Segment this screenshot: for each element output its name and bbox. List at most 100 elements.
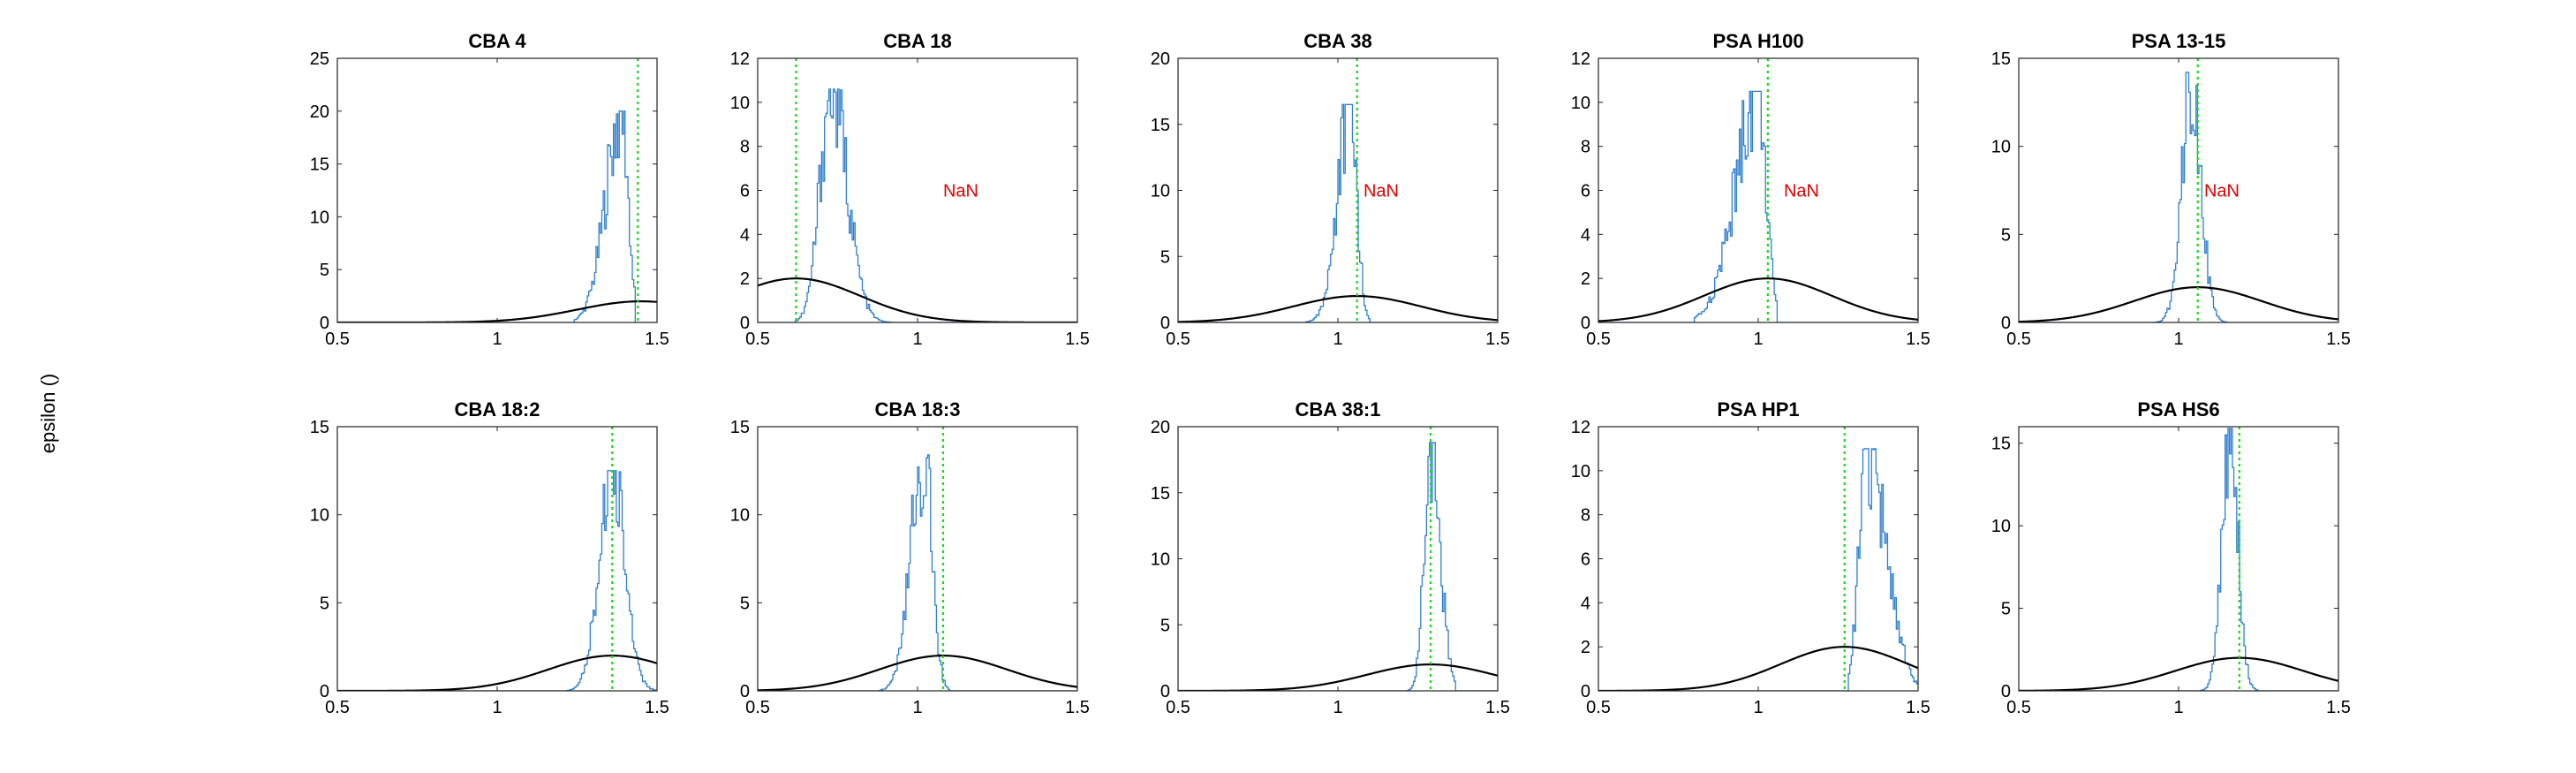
y-tick-label: 0 (740, 314, 750, 333)
x-tick-label: 1.5 (1485, 698, 1510, 717)
y-tick-label: 6 (1581, 550, 1590, 570)
x-tick-label: 0.5 (325, 698, 350, 717)
posterior-histogram (1598, 448, 1918, 691)
y-tick-label: 2 (1581, 269, 1590, 289)
plot-area (758, 58, 1077, 322)
y-tick-label: 10 (1151, 182, 1170, 201)
x-tick-label: 1 (2173, 698, 2183, 717)
x-tick-label: 1 (912, 698, 922, 717)
posterior-histogram (758, 88, 1077, 322)
y-tick-label: 0 (2001, 682, 2011, 701)
subplot-title: PSA 13-15 (2132, 30, 2226, 52)
subplot-title: PSA HP1 (1717, 398, 1799, 421)
prior-curve (758, 655, 1077, 691)
subplot-2: CBA 18 0.5 1 1.5 0 2 4 6 8 10 12 NaN (730, 30, 1090, 349)
x-tick-label: 1 (1753, 330, 1763, 349)
x-tick-label: 1 (2173, 330, 2183, 349)
axes-box (336, 426, 658, 692)
y-tick-label: 4 (740, 225, 750, 245)
y-tick-label: 5 (1160, 616, 1170, 635)
y-tick-label: 5 (2001, 225, 2011, 245)
y-tick-label: 2 (1581, 638, 1590, 657)
subplot-6: CBA 18:2 0.5 1 1.5 0 5 10 15 (310, 398, 669, 717)
x-tick-label: 1 (492, 698, 502, 717)
prior-curve (1178, 294, 1498, 322)
prior-curve (337, 655, 657, 691)
y-tick-label: 10 (1991, 517, 2011, 536)
y-tick-label: 12 (1571, 418, 1590, 437)
x-tick-label: 1.5 (1906, 698, 1930, 717)
axes-box (757, 57, 1078, 323)
y-tick-label: 8 (1581, 506, 1590, 526)
axes-box (1177, 426, 1499, 692)
y-tick-label: 5 (2001, 600, 2011, 619)
posterior-histogram (2019, 72, 2338, 322)
x-tick-label: 1 (1753, 698, 1763, 717)
x-tick-label: 0.5 (1166, 698, 1190, 717)
y-tick-label: 20 (310, 102, 329, 122)
y-tick-label: 0 (2001, 314, 2011, 333)
y-tick-label: 20 (1151, 49, 1170, 69)
subplot-title: CBA 18 (883, 30, 951, 52)
y-tick-label: 25 (310, 49, 329, 69)
plot-area (1598, 427, 1918, 691)
y-tick-label: 6 (1581, 182, 1590, 201)
nan-annotation: NaN (2204, 182, 2240, 201)
y-tick-label: 0 (320, 682, 329, 701)
plot-area (337, 427, 657, 691)
subplot-4: PSA H100 0.5 1 1.5 0 2 4 6 8 10 12 NaN (1571, 30, 1930, 349)
y-tick-label: 5 (740, 594, 750, 613)
y-tick-label: 15 (1991, 435, 2011, 454)
plot-area (2019, 427, 2338, 691)
y-tick-label: 4 (1581, 225, 1590, 245)
plot-area (337, 58, 657, 322)
y-tick-label: 10 (310, 506, 329, 526)
subplot-title: CBA 4 (468, 30, 526, 52)
y-tick-label: 20 (1151, 418, 1170, 437)
y-tick-label: 10 (730, 506, 750, 526)
posterior-histogram (1598, 90, 1918, 322)
x-tick-label: 1.5 (1065, 330, 1090, 349)
axes-box (2018, 426, 2339, 692)
posterior-histogram (758, 454, 1077, 691)
y-tick-label: 0 (740, 682, 750, 701)
x-tick-label: 0.5 (2006, 698, 2031, 717)
prior-curve (2019, 656, 2338, 691)
x-tick-label: 0.5 (1586, 698, 1611, 717)
x-tick-label: 0.5 (1166, 330, 1190, 349)
subplot-title: CBA 18:2 (455, 398, 540, 421)
subplot-title: PSA H100 (1712, 30, 1803, 52)
subplot-1: CBA 4 0.5 1 1.5 0 5 10 15 20 25 (310, 30, 669, 349)
x-tick-label: 1.5 (1485, 330, 1510, 349)
y-tick-label: 4 (1581, 594, 1590, 613)
y-tick-label: 2 (740, 269, 750, 289)
y-tick-label: 12 (1571, 49, 1590, 69)
y-tick-label: 15 (310, 155, 329, 175)
y-tick-label: 15 (1151, 484, 1170, 504)
subplot-3: CBA 38 0.5 1 1.5 0 5 10 15 20 NaN (1151, 30, 1510, 349)
x-tick-label: 0.5 (745, 698, 770, 717)
subplot-7: CBA 18:3 0.5 1 1.5 0 5 10 15 (730, 398, 1090, 717)
subplot-8: CBA 38:1 0.5 1 1.5 0 5 10 15 20 (1151, 398, 1510, 717)
subplot-title: CBA 38 (1303, 30, 1371, 52)
y-tick-label: 8 (1581, 138, 1590, 157)
x-tick-label: 1 (912, 330, 922, 349)
nan-annotation: NaN (1784, 182, 1819, 201)
plot-area (1178, 427, 1498, 691)
x-tick-label: 1.5 (1065, 698, 1090, 717)
y-tick-label: 0 (1581, 314, 1590, 333)
x-tick-label: 1 (1333, 698, 1342, 717)
posterior-histogram (337, 110, 657, 322)
axes-box (336, 57, 658, 323)
prior-curve (2019, 286, 2338, 322)
y-tick-label: 0 (1160, 314, 1170, 333)
prior-curve (1598, 646, 1918, 691)
y-tick-label: 0 (1581, 682, 1590, 701)
y-tick-label: 10 (1571, 94, 1590, 113)
y-tick-label: 0 (320, 314, 329, 333)
nan-annotation: NaN (1364, 182, 1399, 201)
plot-area (758, 427, 1077, 691)
plot-area (1178, 58, 1498, 322)
figure-y-axis-label: epsilon () (37, 374, 59, 453)
